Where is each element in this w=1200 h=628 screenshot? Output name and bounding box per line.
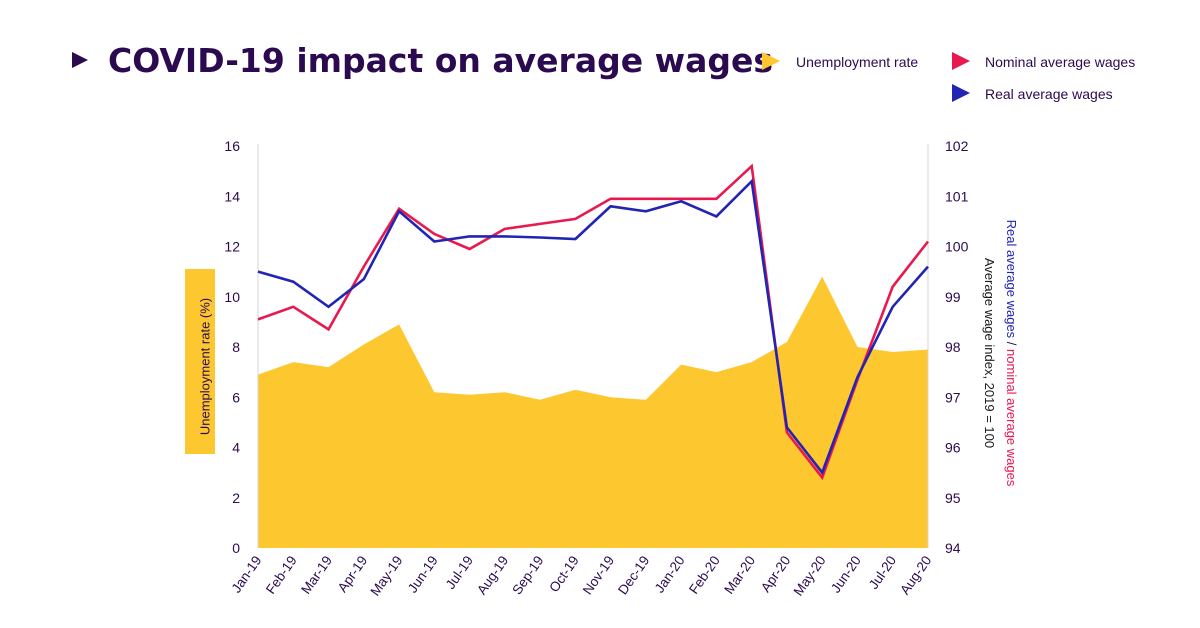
x-tick-label: May-20 <box>791 553 829 598</box>
left-tick-label: 12 <box>224 239 240 255</box>
x-tick-label: May-19 <box>367 553 405 598</box>
series-nominal-line <box>257 163 930 481</box>
series-real-line <box>257 178 929 476</box>
x-tick-label: Feb-20 <box>686 553 723 597</box>
x-tick-label: Mar-20 <box>721 553 758 597</box>
right-axis-ticks: 94 95 96 97 98 99 100 101 102 <box>945 138 969 556</box>
right-tick-label: 94 <box>945 540 961 556</box>
x-tick-label: Jan-20 <box>652 553 688 595</box>
left-tick-label: 0 <box>232 540 240 556</box>
x-tick-label: Jun-19 <box>405 553 441 595</box>
right-tick-label: 97 <box>945 389 961 405</box>
left-axis-ticks: 0 2 4 6 8 10 12 14 16 <box>224 138 240 556</box>
series-unemployment-area <box>258 276 928 548</box>
legend-unemployment-icon <box>762 52 780 70</box>
right-axis-label-nominal: nominal average wages <box>1004 349 1019 487</box>
legend-real-label: Real average wages <box>985 86 1113 102</box>
right-tick-label: 100 <box>945 239 969 255</box>
x-tick-label: Aug-20 <box>897 553 934 597</box>
x-tick-label: Apr-20 <box>758 553 794 595</box>
left-tick-label: 10 <box>224 289 240 305</box>
legend-nominal-icon <box>952 52 970 70</box>
x-tick-label: Oct-19 <box>546 553 582 595</box>
chart-title: COVID-19 impact on average wages <box>108 41 773 80</box>
right-axis-label: Real average wages / nominal average wag… <box>982 220 1019 487</box>
x-tick-label: Jun-20 <box>828 553 864 595</box>
right-axis-label-line2: Average wage index, 2019 = 100 <box>982 258 997 448</box>
right-axis-label-separator: / <box>1004 338 1019 349</box>
left-tick-label: 16 <box>224 138 240 154</box>
right-axis-label-real: Real average wages <box>1004 220 1019 339</box>
left-axis-label: Unemployment rate (%) <box>185 269 215 454</box>
legend-real-icon <box>952 84 970 102</box>
right-axis-label-line1: Real average wages / nominal average wag… <box>1004 220 1019 487</box>
left-axis-label-text: Unemployment rate (%) <box>198 298 213 435</box>
x-tick-label: Jan-19 <box>228 553 264 595</box>
legend: Unemployment rate Nominal average wages Re… <box>762 52 1135 102</box>
plot-area <box>257 144 930 548</box>
x-tick-label: Sep-19 <box>509 553 546 597</box>
right-tick-label: 102 <box>945 138 969 154</box>
x-tick-label: Feb-19 <box>263 553 300 597</box>
x-tick-label: Dec-19 <box>615 553 652 597</box>
left-tick-label: 2 <box>232 490 240 506</box>
x-tick-label: Jul-20 <box>866 553 899 592</box>
x-tick-label: Nov-19 <box>580 553 617 597</box>
right-tick-label: 96 <box>945 440 961 456</box>
left-tick-label: 8 <box>232 339 240 355</box>
left-axis-label-box <box>185 269 215 454</box>
x-tick-label: Apr-19 <box>335 553 371 595</box>
left-tick-label: 14 <box>224 188 240 204</box>
legend-nominal-label: Nominal average wages <box>985 54 1135 70</box>
left-tick-label: 4 <box>232 440 240 456</box>
right-tick-label: 101 <box>945 188 969 204</box>
legend-unemployment-label: Unemployment rate <box>796 54 918 70</box>
x-tick-label: Mar-19 <box>298 553 335 597</box>
right-tick-label: 98 <box>945 339 961 355</box>
right-tick-label: 99 <box>945 289 961 305</box>
x-tick-label: Aug-19 <box>474 553 511 597</box>
title-play-icon <box>72 52 88 68</box>
x-tick-label: Jul-19 <box>443 553 476 592</box>
right-tick-label: 95 <box>945 490 961 506</box>
left-tick-label: 6 <box>232 389 240 405</box>
